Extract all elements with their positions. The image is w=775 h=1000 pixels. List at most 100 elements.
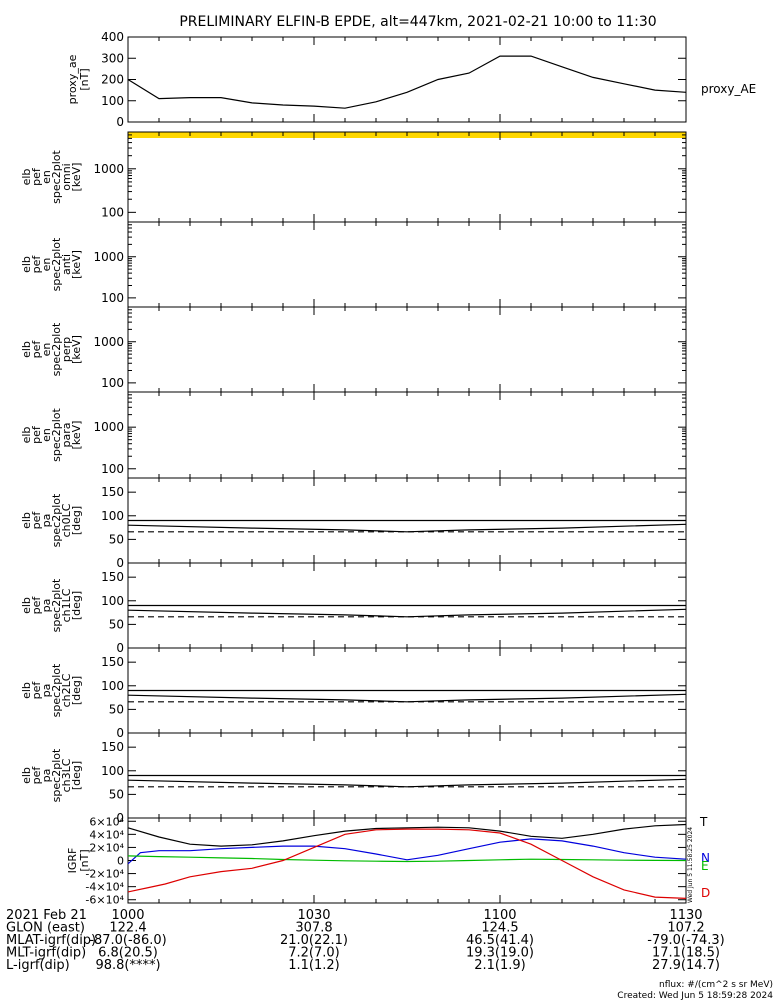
y-tick-label: 0: [116, 726, 124, 740]
series-line-N: [127, 838, 687, 865]
created-note: Created: Wed Jun 5 18:59:28 2024: [617, 991, 773, 1000]
y-tick-label: 1000: [93, 162, 124, 176]
orbit-row-label: MLT-igrf(dip): [6, 946, 86, 961]
series-line-E: [127, 855, 687, 863]
y-axis-label-line: elb: [20, 597, 33, 614]
y-tick-label: 50: [109, 532, 124, 546]
orbit-row-value: 98.8(****): [95, 958, 160, 973]
series-line-1: [127, 608, 687, 618]
y-tick-label: 50: [109, 617, 124, 631]
time-tick-label: 1030: [297, 908, 330, 923]
y-tick-label: 0: [116, 556, 124, 570]
orbit-row-value: 2.1(1.9): [474, 958, 526, 973]
y-axis-label-line: spec2plot: [50, 578, 63, 632]
y-tick-label: 50: [109, 702, 124, 716]
series-name-T: T: [699, 815, 708, 829]
panel-frame: [127, 131, 687, 223]
time-tick-label: 1130: [669, 908, 702, 923]
y-tick-label: 300: [101, 51, 124, 65]
series-name-N: N: [701, 851, 710, 865]
time-tick-label: 1000: [111, 908, 144, 923]
series-name-E: E: [701, 859, 709, 873]
y-axis-label-line: en: [40, 343, 53, 357]
y-axis-label-line: spec2plot: [50, 663, 63, 717]
y-tick-label: 100: [101, 679, 124, 693]
y-tick-label: 100: [101, 291, 124, 305]
plot-title: PRELIMINARY ELFIN-B EPDE, alt=447km, 202…: [179, 14, 656, 30]
y-axis-label-line: [deg]: [70, 591, 83, 620]
y-tick-label: 1000: [93, 250, 124, 264]
y-axis-label-line: pef: [30, 596, 43, 615]
y-axis-label-line: pef: [30, 340, 43, 359]
y-axis-label-line: [keV]: [70, 163, 83, 192]
orbit-row-value: 46.5(41.4): [466, 933, 534, 948]
panel-frame: [127, 391, 687, 479]
series-line-T: [127, 823, 687, 847]
y-axis-label-line: pa: [40, 684, 53, 698]
series-line-1: [127, 778, 687, 788]
y-axis-label-line: pef: [30, 167, 43, 186]
y-tick-label: 100: [101, 205, 124, 219]
orbit-row-label: L-igrf(dip): [6, 958, 70, 973]
series-name-proxy-ae: proxy_AE: [701, 82, 756, 96]
y-axis-label-line: pa: [40, 769, 53, 783]
series-line-D: [127, 828, 687, 899]
y-tick-label: 1000: [93, 335, 124, 349]
y-axis-label-line: [deg]: [70, 676, 83, 705]
y-tick-label: 0: [116, 115, 124, 129]
orbit-row-label: GLON (east): [6, 921, 85, 936]
y-axis-label-line: elb: [20, 767, 33, 784]
orbit-row-value: 124.5: [481, 921, 518, 936]
y-tick-label: 100: [101, 509, 124, 523]
orbit-row-value: 21.0(22.1): [280, 933, 348, 948]
y-axis-label-line: elb: [20, 427, 33, 444]
side-timestamp: Wed Jun 5 11:58:25 2024: [687, 827, 694, 903]
y-axis-label-line: elb: [20, 682, 33, 699]
y-axis-label-line: pa: [40, 599, 53, 613]
y-tick-label: 6×10⁴: [89, 815, 124, 828]
orbit-row-value: 6.8(20.5): [98, 946, 158, 961]
y-axis-label-line: [keV]: [70, 250, 83, 279]
y-axis-label-line: en: [40, 170, 53, 184]
y-tick-label: 150: [101, 655, 124, 669]
y-axis-label-line: spec2plot: [50, 748, 63, 802]
y-axis-label-line: elb: [20, 341, 33, 358]
y-axis-label-line: [deg]: [70, 761, 83, 790]
series-name-D: D: [701, 886, 710, 900]
y-axis-label-line: ch1LC: [60, 588, 73, 622]
y-tick-label: 0: [117, 855, 124, 868]
series-line-proxy_AE: [127, 55, 687, 109]
panel-frame: [127, 306, 687, 393]
y-axis-label-line: spec2plot: [50, 493, 63, 547]
y-axis-label-line: anti: [60, 254, 73, 275]
y-axis-label-line: IGRF: [66, 848, 79, 874]
orbit-row-value: 19.3(19.0): [466, 946, 534, 961]
y-tick-label: 50: [109, 787, 124, 801]
y-axis-label-line: spec2plot: [50, 150, 63, 204]
y-tick-label: 100: [101, 94, 124, 108]
y-axis-label-line: ch2LC: [60, 673, 73, 707]
y-axis-label-line: pef: [30, 255, 43, 274]
y-axis-label-line: [keV]: [70, 421, 83, 450]
y-tick-label: 2×10⁴: [89, 841, 124, 854]
y-tick-label: 100: [101, 594, 124, 608]
y-tick-label: -2×10⁴: [85, 868, 124, 881]
y-axis-label-line: en: [40, 258, 53, 272]
orbit-row-value: 1.1(1.2): [288, 958, 340, 973]
y-axis-label-line: [deg]: [70, 506, 83, 535]
y-tick-label: 1000: [93, 420, 124, 434]
y-axis-label-line: proxy_ae: [66, 54, 79, 104]
y-axis-label-line: elb: [20, 256, 33, 273]
y-tick-label: -4×10⁴: [85, 881, 124, 894]
y-tick-label: 0: [116, 811, 124, 825]
